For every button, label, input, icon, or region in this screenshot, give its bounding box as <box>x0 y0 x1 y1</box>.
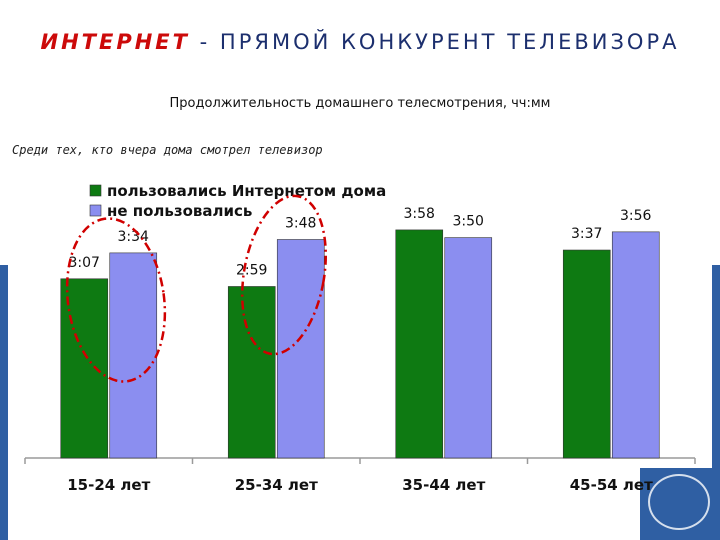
bar-value-label: 3:56 <box>620 208 652 224</box>
legend-label: не пользовались <box>107 202 252 220</box>
bar-no-internet <box>611 231 660 459</box>
legend-swatch <box>89 204 102 217</box>
bar-value-label: 3:48 <box>285 216 316 232</box>
bar-value-label: 3:07 <box>69 255 100 271</box>
x-tick-label: 45-54 лет <box>570 476 653 494</box>
corner-logo <box>640 468 720 540</box>
bar-value-label: 3:58 <box>404 206 435 222</box>
x-tick-label: 35-44 лет <box>402 476 485 494</box>
left-decor-stripe <box>0 265 8 540</box>
bar-internet <box>562 249 611 459</box>
bar-internet <box>395 229 444 459</box>
x-tick-label: 15-24 лет <box>67 476 150 494</box>
legend-swatch <box>89 184 102 197</box>
bar-no-internet <box>109 252 158 459</box>
headline-part3: телевизора <box>507 30 680 54</box>
legend-label: пользовались Интернетом дома <box>107 182 386 200</box>
chart-subtitle: Продолжительность домашнего телесмотрени… <box>169 96 551 111</box>
bar-no-internet <box>444 237 493 459</box>
headline-part1: Интернет <box>40 30 190 54</box>
bar-no-internet <box>276 239 325 459</box>
headline-part2: - прямой конкурент <box>199 30 498 54</box>
x-tick-label: 25-34 лет <box>235 476 318 494</box>
logo-ring <box>648 474 710 530</box>
bar-value-label: 3:37 <box>571 226 602 242</box>
highlight-ellipse-2 <box>240 194 328 356</box>
bar-value-label: 3:50 <box>453 214 484 230</box>
audience-note: Среди тех, кто вчера дома смотрел телеви… <box>12 143 323 157</box>
bar-internet <box>227 286 276 459</box>
right-decor-stripe <box>712 265 720 540</box>
bar-internet <box>60 278 109 459</box>
highlight-ellipse-1 <box>65 217 167 383</box>
bar-value-label: 2:59 <box>236 262 267 278</box>
bar-value-label: 3:34 <box>118 229 150 245</box>
slide-headline: Интернет - прямой конкурент телевизора <box>0 30 720 54</box>
